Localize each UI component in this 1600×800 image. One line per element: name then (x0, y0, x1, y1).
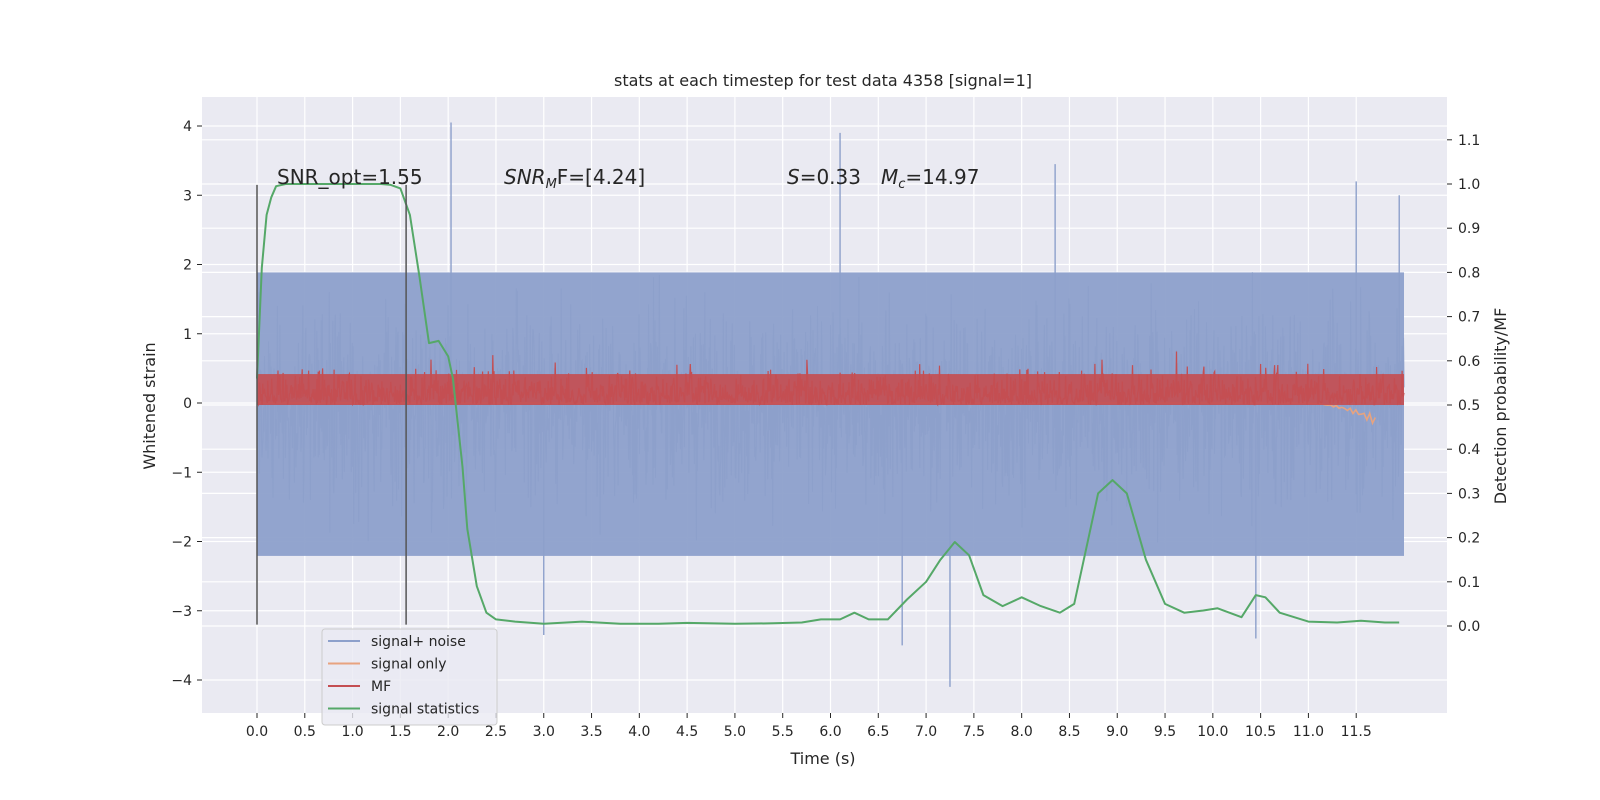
y-right-tick-label: 0.3 (1458, 486, 1480, 502)
x-tick-label: 3.0 (533, 724, 555, 740)
y-right-tick-label: 0.8 (1458, 265, 1480, 281)
x-tick-label: 8.5 (1058, 724, 1080, 740)
x-tick-label: 11.5 (1341, 724, 1372, 740)
legend-items: signal+ noise signal only MF signal statist… (328, 634, 479, 718)
y-left-tick-label: 0 (183, 396, 192, 412)
snr-mf-suffix: F=[4.24] (557, 165, 645, 189)
y-left-tick-label: −2 (171, 535, 192, 551)
x-tick-label: 7.5 (963, 724, 985, 740)
x-axis-ticks: 0.0 0.5 1.0 1.5 2.0 2.5 3.0 3.5 4.0 4.5 5.0 5.5 6.0 6… (246, 713, 1372, 740)
y-left-tick-label: 2 (183, 258, 192, 274)
x-tick-label: 8.0 (1011, 724, 1033, 740)
legend-box (321, 628, 498, 726)
y-left-tick-label: −1 (171, 465, 192, 481)
y-right-tick-label: 0.5 (1458, 398, 1480, 414)
plot-area (202, 97, 1447, 713)
x-tick-label: 6.0 (819, 724, 841, 740)
y-right-tick-label: 0.9 (1458, 221, 1480, 237)
x-axis-label: Time (s) (789, 749, 855, 768)
vertical-markers (256, 184, 407, 625)
y-right-tick-label: 0.6 (1458, 354, 1480, 370)
x-tick-label: 2.5 (485, 724, 507, 740)
annotations: SNR_opt=1.55 SNRMF=[4.24] S=0.33 Mc=14.9… (277, 165, 979, 192)
x-tick-label: 5.5 (772, 724, 794, 740)
snr-opt-annotation: SNR_opt=1.55 (277, 165, 423, 189)
series-layer (256, 122, 1405, 687)
legend-label: signal statistics (371, 702, 479, 718)
y-right-tick-label: 0.4 (1458, 442, 1480, 458)
spin-annotation: S=0.33 (787, 165, 861, 189)
legend-label: signal+ noise (371, 634, 466, 650)
x-tick-label: 2.0 (437, 724, 459, 740)
y-axis-left-ticks: −4 −3 −2 −1 0 1 2 3 4 (171, 119, 202, 689)
y-axis-right-ticks: 0.0 0.1 0.2 0.3 0.4 0.5 0.6 0.7 0.8 0.9 1.0 1.1 (1447, 133, 1480, 635)
legend: signal+ noise signal only MF signal statist… (321, 628, 498, 726)
chart-title: stats at each timestep for test data 435… (614, 71, 1032, 90)
x-tick-label: 1.0 (341, 724, 363, 740)
x-tick-label: 9.0 (1106, 724, 1128, 740)
y-right-tick-label: 1.0 (1458, 177, 1480, 193)
y-left-tick-label: 4 (183, 119, 192, 135)
x-tick-label: 0.0 (246, 724, 268, 740)
x-tick-label: 0.5 (294, 724, 316, 740)
chirp-mass-symbol: M (881, 165, 898, 189)
x-tick-label: 11.0 (1293, 724, 1324, 740)
y-left-tick-label: −3 (171, 604, 192, 620)
x-tick-label: 6.5 (867, 724, 889, 740)
x-tick-label: 9.5 (1154, 724, 1176, 740)
legend-label: MF (371, 679, 391, 695)
x-tick-label: 10.0 (1197, 724, 1228, 740)
chirp-mass-value: =14.97 (905, 165, 979, 189)
y-axis-right-label: Detection probability/MF (1491, 308, 1510, 505)
y-right-tick-label: 0.1 (1458, 575, 1480, 591)
legend-label: signal only (371, 657, 446, 673)
y-axis-left-label: Whitened strain (140, 342, 159, 469)
snr-mf-annotation: SNRMF=[4.24] (504, 165, 645, 192)
chirp-mass-annotation: Mc=14.97 (881, 165, 979, 192)
signal-statistics-line (256, 183, 1400, 625)
chirp-mass-subscript: c (898, 177, 905, 192)
x-tick-label: 4.5 (676, 724, 698, 740)
x-tick-label: 4.0 (628, 724, 650, 740)
mf-line (256, 351, 1405, 407)
y-right-tick-label: 0.7 (1458, 310, 1480, 326)
y-left-tick-label: 1 (183, 327, 192, 343)
x-tick-label: 1.5 (389, 724, 411, 740)
x-tick-label: 7.0 (915, 724, 937, 740)
x-tick-label: 3.5 (580, 724, 602, 740)
x-tick-label: 10.5 (1245, 724, 1276, 740)
y-right-tick-label: 1.1 (1458, 133, 1480, 149)
y-right-tick-label: 0.0 (1458, 619, 1480, 635)
spin-value: =0.33 (800, 165, 861, 189)
snr-mf-prefix: SNR (504, 165, 546, 189)
snr-mf-subscript: M (546, 177, 557, 192)
y-left-tick-label: −4 (171, 673, 192, 689)
x-tick-label: 5.0 (724, 724, 746, 740)
spin-symbol: S (787, 165, 800, 189)
y-right-tick-label: 0.2 (1458, 531, 1480, 547)
y-left-tick-label: 3 (183, 188, 192, 204)
